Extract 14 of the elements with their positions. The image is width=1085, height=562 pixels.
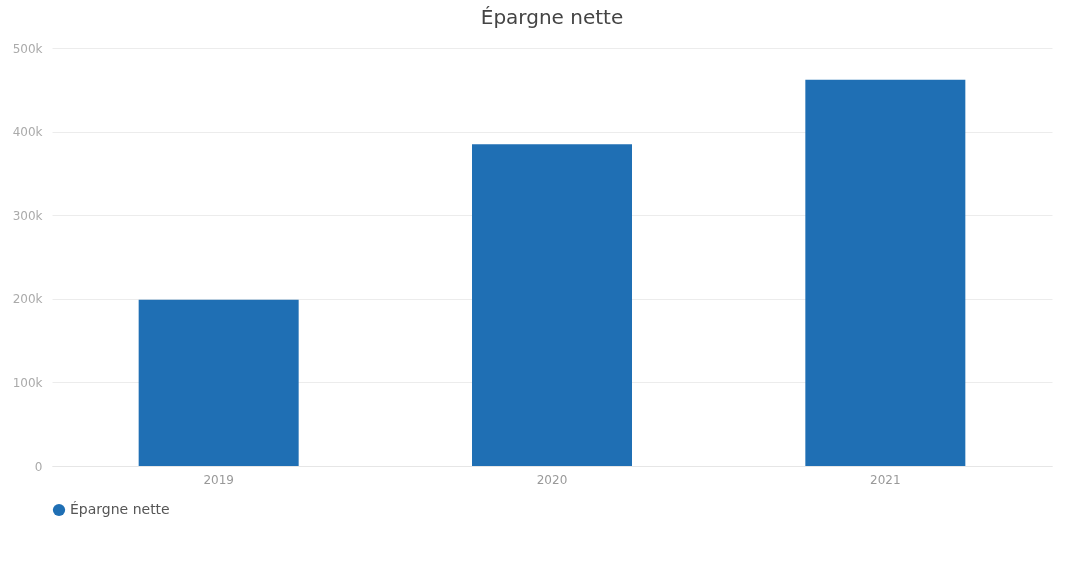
y-tick-label: 500k <box>12 41 43 56</box>
bar <box>805 79 966 466</box>
x-tick-label: 2020 <box>536 472 568 487</box>
y-tick-label: 0 <box>34 459 43 474</box>
y-tick-label: 300k <box>12 208 43 223</box>
x-tick-label: 2019 <box>203 472 234 487</box>
bar <box>472 144 632 466</box>
chart-title: Épargne nette <box>480 5 624 29</box>
y-tick-label: 200k <box>12 292 43 307</box>
x-tick-label: 2021 <box>870 472 901 487</box>
y-tick-label: 400k <box>12 125 43 140</box>
legend-label: Épargne nette <box>70 501 170 517</box>
bar <box>138 299 299 466</box>
y-tick-label: 100k <box>12 375 43 390</box>
